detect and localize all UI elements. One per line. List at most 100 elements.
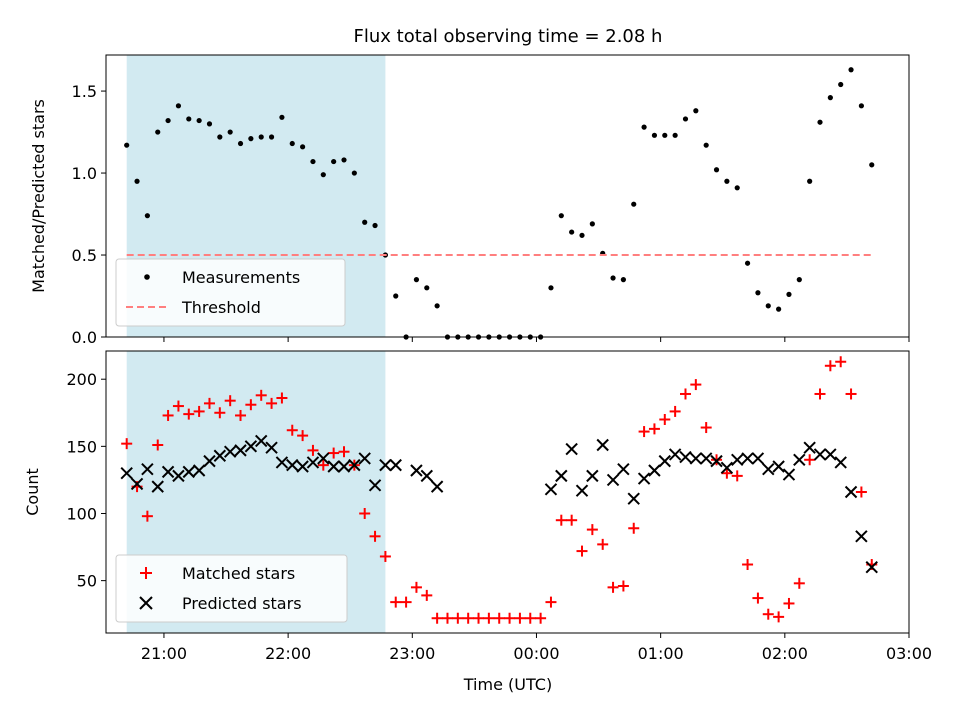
- matched-star-point: [700, 422, 712, 434]
- predicted-star-point: [720, 461, 734, 475]
- predicted-star-point: [327, 460, 340, 473]
- bottom-legend-box: [115, 554, 348, 623]
- bottom-panel: 50 100 150 200 21:00 22:00 23:00 00:00 01:00 02:…: [23, 350, 932, 694]
- measurement-point: [279, 114, 285, 120]
- measurement-point: [693, 108, 699, 114]
- measurement-point: [651, 132, 658, 138]
- matched-star-point: [731, 470, 743, 482]
- matched-star-point: [514, 612, 526, 624]
- matched-star-point: [276, 392, 288, 404]
- measurement-point: [372, 222, 378, 229]
- matched-star-point: [783, 597, 795, 609]
- predicted-star-point: [337, 460, 351, 473]
- measurement-point: [744, 260, 751, 266]
- bottom-y-tick-label: 200: [66, 370, 97, 389]
- x-tick-label: 01:00: [638, 644, 684, 663]
- matched-star-point: [152, 439, 164, 451]
- matched-star-point: [235, 409, 247, 421]
- predicted-star-point: [213, 449, 227, 462]
- measurement-point: [175, 103, 182, 109]
- measurement-point: [134, 178, 140, 184]
- matched-star-point: [369, 530, 381, 542]
- matched-star-point: [524, 612, 536, 624]
- predicted-star-point: [834, 456, 847, 469]
- measurement-point: [807, 178, 813, 184]
- x-tick-label: 21:00: [141, 644, 187, 663]
- measurement-point: [310, 158, 316, 165]
- measurement-point: [838, 81, 844, 88]
- predicted-star-point: [379, 458, 392, 472]
- matched-star-point: [338, 446, 350, 458]
- measurement-point: [620, 277, 626, 283]
- matched-star-point: [203, 397, 215, 409]
- predicted-star-point: [555, 469, 568, 483]
- predicted-star-point: [182, 465, 195, 479]
- measurement-point: [662, 132, 668, 138]
- predicted-star-point: [772, 460, 785, 473]
- matched-star-point: [483, 612, 495, 624]
- matched-star-point: [317, 459, 329, 471]
- measurement-point: [362, 219, 368, 225]
- matched-star-point: [504, 612, 516, 624]
- matched-star-point: [224, 395, 236, 407]
- legend-measurements-marker: [144, 274, 150, 280]
- measurement-point: [786, 291, 792, 297]
- predicted-star-point: [606, 473, 620, 487]
- bottom-y-tick-label: 100: [66, 504, 97, 523]
- measurement-point: [631, 201, 637, 207]
- predicted-star-point: [865, 560, 878, 574]
- matched-star-point: [379, 550, 391, 562]
- measurement-point: [268, 134, 275, 140]
- predicted-star-point: [824, 448, 837, 461]
- predicted-star-point: [265, 441, 278, 454]
- measurement-point: [755, 290, 761, 296]
- predicted-star-point: [306, 456, 320, 469]
- matched-star-point: [845, 388, 857, 400]
- measurement-point: [258, 134, 264, 140]
- matched-star-point: [493, 612, 505, 624]
- top-y-tick-label: 0.0: [72, 328, 97, 347]
- measurement-point: [165, 117, 171, 124]
- measurement-point: [589, 221, 595, 227]
- legend-matched-marker: [140, 567, 152, 579]
- predicted-star-point: [741, 452, 754, 465]
- predicted-star-point: [296, 460, 309, 473]
- predicted-star-point: [699, 452, 713, 465]
- predicted-star-point: [420, 469, 433, 483]
- measurement-point: [548, 285, 554, 291]
- predicted-star-point: [689, 452, 703, 465]
- matched-stars-points: [121, 356, 878, 624]
- matched-star-point: [597, 538, 609, 550]
- matched-star-point: [669, 405, 681, 417]
- measurement-point: [569, 229, 575, 235]
- predicted-star-point: [658, 454, 671, 468]
- matched-star-point: [576, 545, 588, 557]
- matched-star-point: [793, 577, 805, 589]
- matched-star-point: [814, 388, 826, 400]
- matched-star-point: [462, 612, 474, 624]
- bottom-y-tick-label: 50: [77, 572, 97, 591]
- measurement-point: [424, 285, 430, 291]
- measurement-point: [289, 140, 295, 147]
- top-y-axis: 0.0 0.5 1.0 1.5: [72, 82, 106, 347]
- predicted-star-point: [192, 464, 206, 477]
- matched-star-point: [535, 612, 547, 624]
- predicted-star-point: [565, 442, 578, 456]
- legend-threshold-label: Threshold: [181, 298, 261, 317]
- measurement-point: [320, 172, 326, 178]
- matched-star-point: [266, 397, 278, 409]
- bottom-y-axis: 50 100 150 200: [66, 370, 106, 591]
- measurement-point: [713, 167, 720, 173]
- measurement-point: [237, 140, 244, 147]
- predicted-star-point: [286, 458, 299, 472]
- matched-star-point: [255, 389, 267, 401]
- predicted-star-point: [793, 453, 806, 466]
- predicted-star-point: [234, 444, 247, 457]
- measurement-point: [393, 293, 399, 299]
- x-tick-label: 02:00: [762, 644, 808, 663]
- predicted-stars-points: [120, 434, 878, 574]
- measurement-point: [186, 116, 192, 122]
- matched-star-point: [183, 408, 195, 420]
- matched-star-point: [638, 426, 650, 438]
